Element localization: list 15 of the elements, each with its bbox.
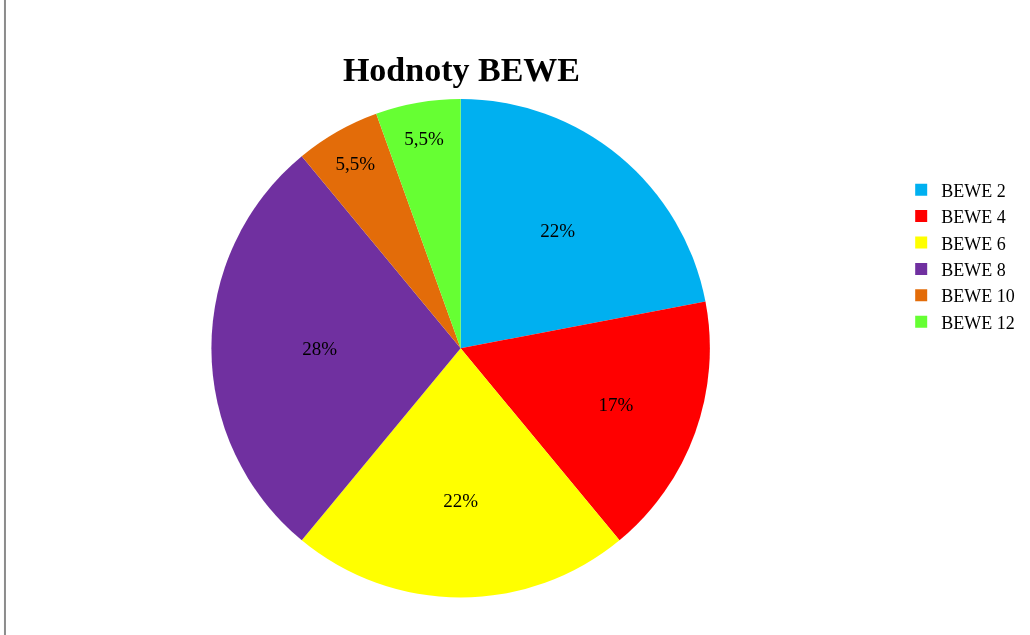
data-label: 22% [540,220,576,242]
data-label: 22% [443,489,479,511]
data-label: 17% [598,393,634,415]
data-label: 5,5% [335,153,376,175]
legend-label: BEWE 6 [941,233,1006,254]
legend-label: BEWE 2 [941,180,1006,201]
pie-slice [376,99,461,349]
pie-slice [460,99,706,349]
legend-label: BEWE 8 [941,259,1006,280]
chart-title: Hodnoty BEWE [342,50,580,88]
legend-label: BEWE 10 [941,286,1015,307]
legend-label: BEWE 12 [941,312,1015,333]
data-label: 5,5% [404,128,444,150]
data-label: 28% [302,337,338,359]
legend-label: BEWE 4 [941,207,1006,228]
